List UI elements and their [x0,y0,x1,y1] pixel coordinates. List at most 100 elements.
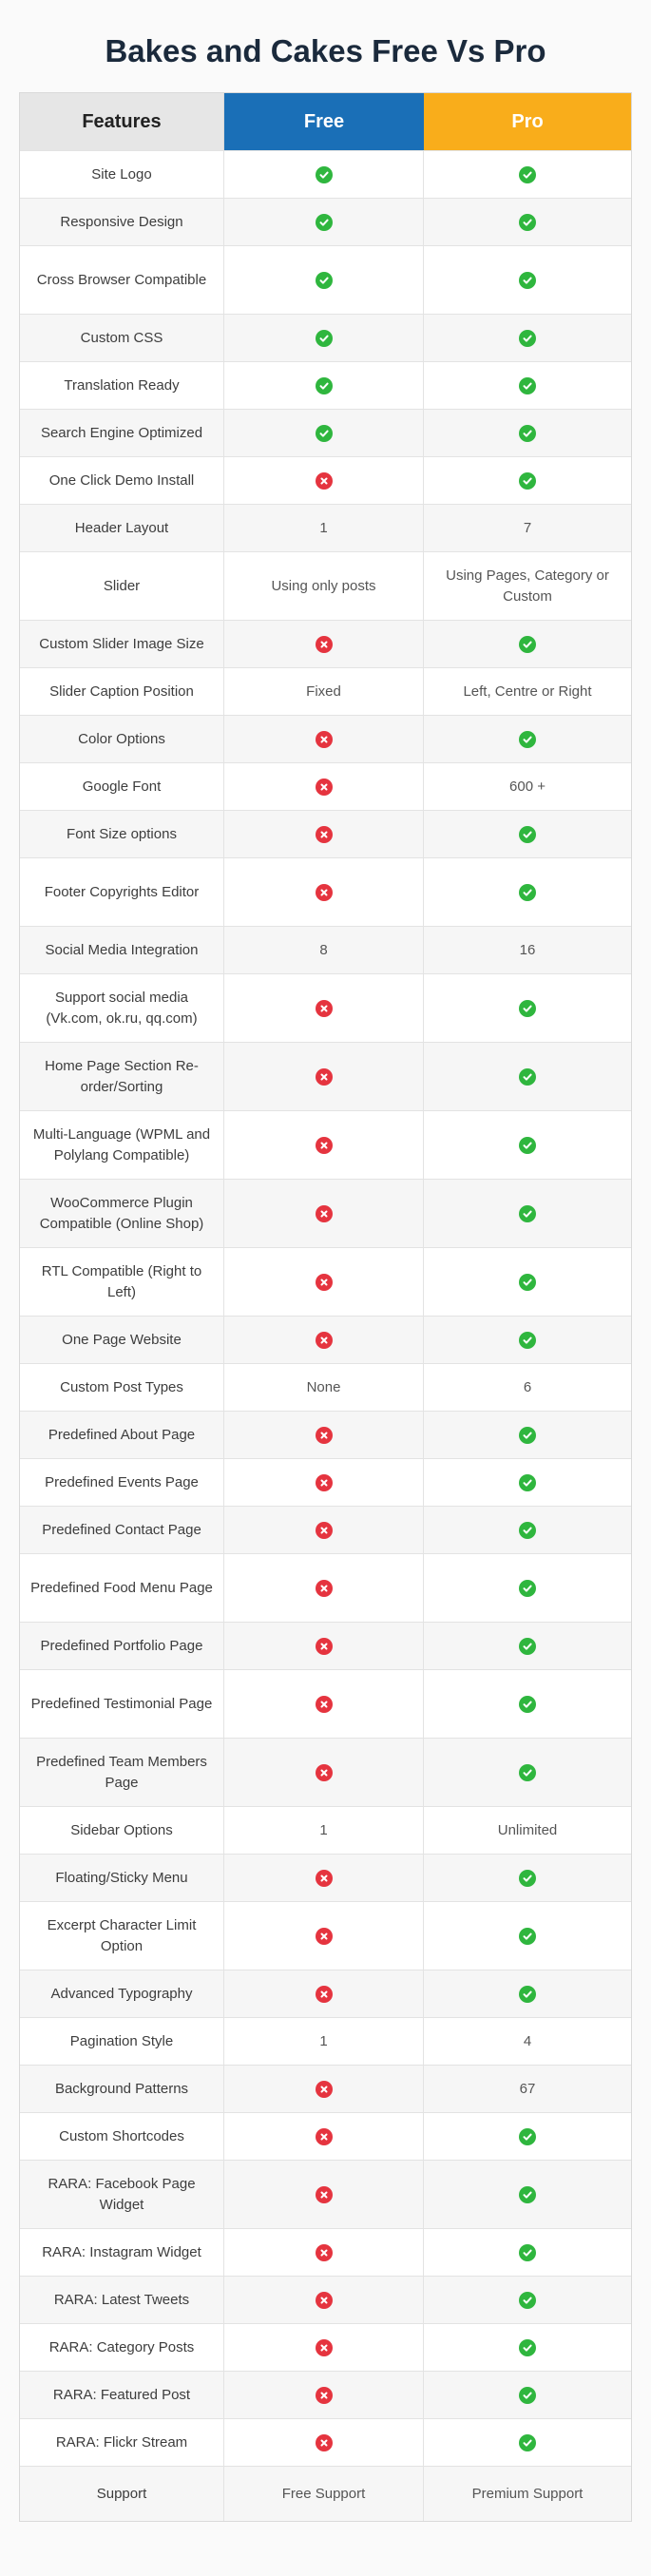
feature-name: Pagination Style [20,2018,224,2065]
cross-icon [315,1521,333,1539]
free-value [224,811,424,857]
feature-name: Slider [20,552,224,620]
feature-name: Predefined Events Page [20,1459,224,1506]
free-value [224,199,424,245]
pro-value [424,2229,631,2276]
pro-value [424,1670,631,1738]
check-icon [519,213,536,231]
pro-value: Premium Support [471,2485,584,2502]
free-value [224,621,424,667]
table-row: Translation Ready [20,361,631,409]
check-icon [519,1067,536,1086]
free-value [224,1317,424,1363]
cross-icon [315,2433,333,2451]
feature-name: Sidebar Options [20,1807,224,1854]
table-row: RARA: Facebook Page Widget [20,2160,631,2228]
feature-name: Translation Ready [20,362,224,409]
pro-value [424,1248,631,1316]
table-row: Predefined Food Menu Page [20,1553,631,1622]
free-value [224,2066,424,2112]
cross-icon [315,2127,333,2145]
free-value [224,1507,424,1553]
table-body: Site Logo Responsive Design Cross Browser … [20,150,631,2521]
free-value [224,2113,424,2160]
pro-value [424,621,631,667]
check-icon [519,1136,536,1154]
table-row: Search Engine Optimized [20,409,631,456]
feature-name: Support [20,2467,224,2521]
pro-value [424,1554,631,1622]
free-value: 1 [224,505,424,551]
pro-value [424,2419,631,2466]
check-icon [519,1521,536,1539]
pro-value [424,246,631,314]
table-row: Predefined Team Members Page [20,1738,631,1806]
cross-icon [315,825,333,843]
free-value [224,410,424,456]
pro-value: Using Pages, Category or Custom [446,567,609,605]
pro-value: 4 [523,2032,532,2049]
free-value [224,1043,424,1110]
pro-value [424,858,631,926]
check-icon [519,1695,536,1713]
free-value [224,1623,424,1669]
cross-icon [315,1136,333,1154]
check-icon [315,424,333,442]
table-row: One Click Demo Install [20,456,631,504]
free-value: Fixed [224,668,424,715]
cross-icon [315,1331,333,1349]
table-row: Footer Copyrights Editor [20,857,631,926]
table-row: Background Patterns 67 [20,2065,631,2112]
cross-icon [315,1927,333,1945]
feature-name: Excerpt Character Limit Option [20,1902,224,1970]
check-icon [315,165,333,183]
table-row: Font Size options [20,810,631,857]
table-row: RTL Compatible (Right to Left) [20,1247,631,1316]
pro-value [424,716,631,762]
free-value: 1 [224,2018,424,2065]
cross-icon [315,2338,333,2356]
pro-value: 7 [523,519,532,536]
check-icon [519,1473,536,1491]
free-value [224,716,424,762]
cross-icon [315,1985,333,2003]
pro-value [424,1507,631,1553]
free-value [224,246,424,314]
check-icon [519,329,536,347]
feature-name: Header Layout [20,505,224,551]
check-icon [519,271,536,289]
check-icon [315,376,333,394]
feature-name: Background Patterns [20,2066,224,2112]
feature-name: RARA: Flickr Stream [20,2419,224,2466]
feature-name: Google Font [20,763,224,810]
table-row: Predefined Contact Page [20,1506,631,1553]
check-icon [519,1273,536,1291]
pro-value [424,1459,631,1506]
check-icon [315,213,333,231]
pro-value [424,362,631,409]
feature-name: Predefined Food Menu Page [20,1554,224,1622]
free-value [224,1180,424,1247]
feature-name: One Page Website [20,1317,224,1363]
check-icon [519,1763,536,1781]
pro-value: 6 [523,1378,532,1395]
feature-name: Search Engine Optimized [20,410,224,456]
check-icon [519,2185,536,2203]
table-row: Google Font 600 + [20,762,631,810]
free-value [224,2277,424,2323]
check-icon [519,635,536,653]
free-value [224,2372,424,2418]
table-row: Site Logo [20,150,631,198]
free-value [224,1970,424,2017]
free-value [224,315,424,361]
table-row: WooCommerce Plugin Compatible (Online Sh… [20,1179,631,1247]
table-row: Pagination Style 1 4 [20,2017,631,2065]
pro-value: 600 + [509,778,546,795]
check-icon [519,1426,536,1444]
feature-name: RARA: Category Posts [20,2324,224,2371]
table-row: Social Media Integration 8 16 [20,926,631,973]
table-row: Sidebar Options 1 Unlimited [20,1806,631,1854]
free-value: Using only posts [224,552,424,620]
free-value [224,1855,424,1901]
cross-icon [315,471,333,490]
